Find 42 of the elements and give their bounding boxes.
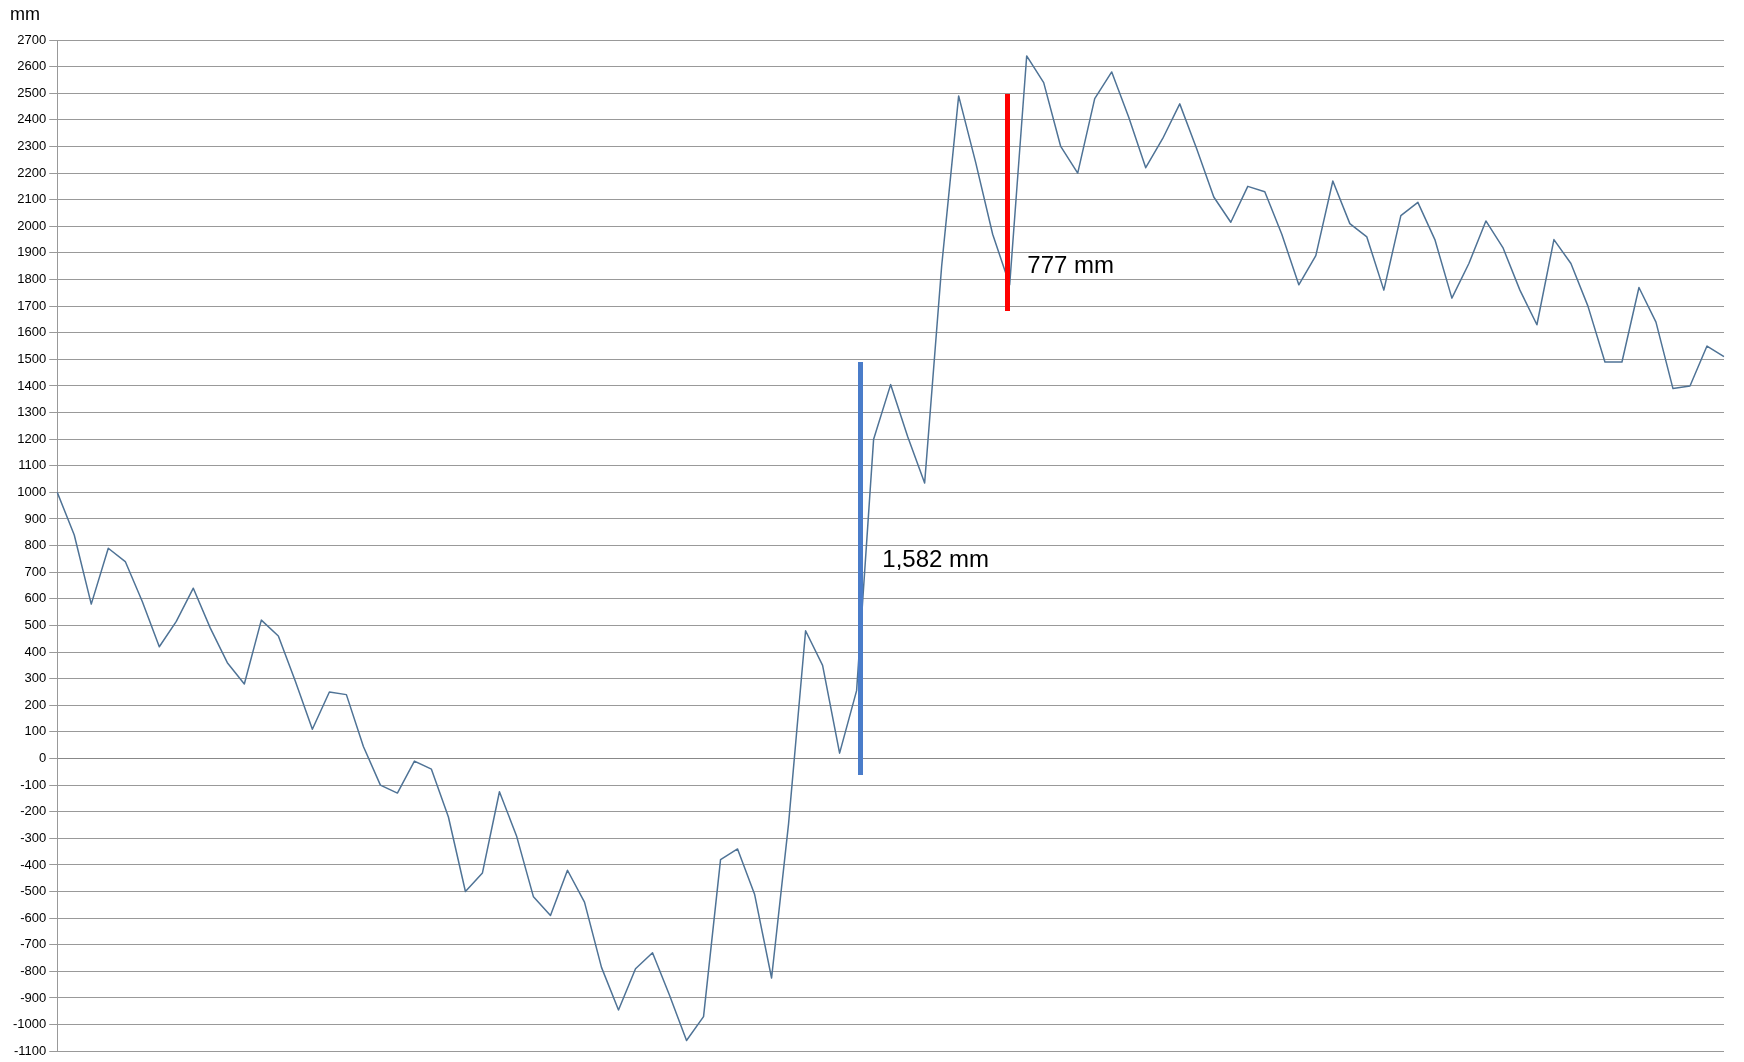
annotation: 777 mm xyxy=(1027,251,1114,279)
y-tick-label: 1400 xyxy=(17,377,47,393)
y-tick-label: -400 xyxy=(20,856,47,872)
y-tick-label: 700 xyxy=(24,563,47,579)
y-tick-label: 1000 xyxy=(17,483,47,499)
annotation: 1,582 mm xyxy=(882,545,990,573)
y-tick-label: 2700 xyxy=(17,31,47,47)
y-tick-label: 2600 xyxy=(17,58,47,74)
y-tick-label: 200 xyxy=(24,696,47,712)
y-tick-label: -700 xyxy=(20,936,47,952)
y-tick-label: -200 xyxy=(20,803,47,819)
y-tick-label: -100 xyxy=(20,776,47,792)
y-tick-label: 1700 xyxy=(17,297,47,313)
y-tick-label: 2300 xyxy=(17,138,47,154)
y-tick-label: 1500 xyxy=(17,350,47,366)
y-tick-label: 1100 xyxy=(18,457,47,473)
y-tick-label: 2500 xyxy=(17,84,47,100)
y-tick-label: -1100 xyxy=(13,1042,47,1058)
y-tick-label: 1900 xyxy=(17,244,47,260)
y-tick-label: 1300 xyxy=(17,404,47,420)
y-tick-label: 1600 xyxy=(17,324,47,340)
y-tick-label: 1200 xyxy=(17,430,47,446)
y-tick-label: 2000 xyxy=(17,217,47,233)
y-tick-label: 1800 xyxy=(17,271,47,287)
y-tick-label: -600 xyxy=(20,909,47,925)
y-tick-label: -800 xyxy=(20,962,47,978)
y-tick-label: 300 xyxy=(24,670,47,686)
y-tick-label: -300 xyxy=(20,829,47,845)
y-tick-label: -900 xyxy=(20,989,47,1005)
y-tick-label: 800 xyxy=(24,537,47,553)
y-tick-label: 500 xyxy=(24,617,47,633)
y-tick-label: 100 xyxy=(24,723,47,739)
y-tick-label: -1000 xyxy=(13,1016,47,1032)
y-tick-label: 600 xyxy=(24,590,47,606)
y-tick-label: 2200 xyxy=(17,164,47,180)
y-axis-title: mm xyxy=(10,3,40,24)
y-tick-label: 0 xyxy=(39,750,47,766)
y-tick-label: 2100 xyxy=(17,191,47,207)
y-tick-label: 2400 xyxy=(17,111,47,127)
y-tick-label: -500 xyxy=(20,883,47,899)
y-tick-label: 900 xyxy=(24,510,47,526)
y-tick-label: 400 xyxy=(24,643,47,659)
